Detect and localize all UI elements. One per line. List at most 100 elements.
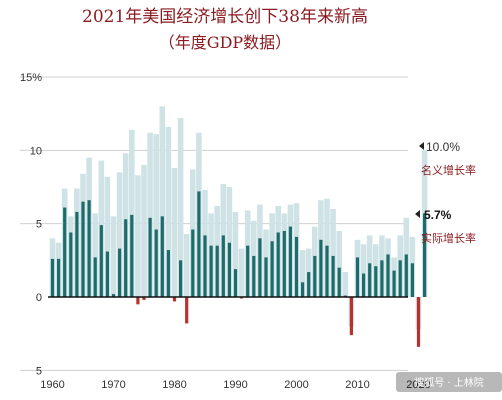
real-bar — [380, 260, 384, 297]
nominal-bar — [299, 250, 306, 297]
real-bar — [331, 255, 335, 297]
real-bar — [50, 258, 55, 297]
real-pointer-icon — [415, 210, 420, 218]
x-tick-label: 1960 — [40, 379, 64, 391]
chart-subtitle: （年度GDP数据） — [159, 33, 291, 52]
real-bar — [423, 213, 427, 297]
nominal-bar — [110, 216, 117, 297]
nominal-bar — [226, 187, 233, 297]
x-tick-label: 1990 — [223, 379, 247, 391]
real-bar — [215, 245, 219, 297]
nominal-bar — [177, 118, 184, 297]
real-bar — [142, 297, 146, 300]
real-bar — [191, 229, 195, 297]
x-tick-label: 2010 — [345, 379, 369, 391]
legend-nominal: 10.0% 名义增长率 — [419, 140, 476, 177]
real-bar — [349, 297, 353, 336]
real-value: 5.7% — [424, 208, 452, 222]
real-growth-series — [50, 191, 427, 347]
real-bar — [87, 200, 91, 297]
real-bar — [233, 269, 238, 297]
real-bar — [301, 282, 305, 297]
x-tick-label: 2000 — [284, 379, 308, 391]
real-bar — [252, 255, 256, 297]
real-bar — [81, 201, 85, 297]
real-bar — [124, 219, 128, 297]
real-bar — [160, 216, 164, 297]
nominal-pointer-icon — [419, 142, 424, 150]
nominal-bar — [141, 165, 147, 297]
real-bar — [270, 241, 274, 297]
nominal-bar — [165, 126, 172, 297]
watermark-background — [396, 372, 502, 392]
real-bar — [148, 217, 152, 297]
nominal-bar — [153, 134, 159, 297]
real-bar — [337, 267, 341, 297]
nominal-label: 名义增长率 — [421, 163, 476, 177]
real-bar — [362, 273, 366, 297]
real-bar — [69, 232, 73, 297]
real-bar — [179, 260, 183, 297]
real-bar — [282, 231, 286, 297]
real-bar — [221, 235, 225, 297]
real-bar — [93, 257, 97, 297]
x-axis-ticks: 1960 1970 1980 1990 2000 2010 2020 — [40, 379, 430, 391]
real-bar — [154, 229, 158, 297]
nominal-bar — [342, 272, 349, 297]
x-tick-label: 1980 — [162, 379, 186, 391]
y-tick-label: 5 — [36, 219, 42, 231]
watermark-text: 搜狐号 · 上林院 — [414, 376, 484, 389]
real-bar — [63, 207, 67, 297]
nominal-bar — [129, 129, 135, 297]
x-tick-label: 2020 — [406, 379, 430, 391]
real-bar — [197, 191, 201, 297]
nominal-value: 10.0% — [426, 140, 460, 154]
real-bar — [227, 242, 231, 297]
real-bar — [246, 245, 250, 297]
real-bar — [99, 225, 103, 297]
nominal-bar — [147, 132, 153, 297]
real-bar — [313, 255, 317, 297]
real-bar — [410, 263, 414, 297]
real-bar — [404, 254, 408, 297]
real-bar — [368, 263, 372, 297]
real-label: 实际增长率 — [421, 231, 476, 245]
real-bar — [172, 297, 177, 302]
real-bar — [386, 254, 390, 297]
real-bar — [105, 251, 109, 297]
x-tick-label: 1970 — [101, 379, 125, 391]
nominal-bar — [336, 231, 342, 297]
real-bar — [294, 236, 299, 297]
watermark: 搜狐号 · 上林院 — [396, 372, 502, 392]
nominal-bar — [238, 248, 245, 297]
y-tick-label: 10 — [30, 145, 42, 157]
real-bar — [325, 245, 329, 297]
nominal-bar — [232, 211, 239, 297]
nominal-bar — [135, 175, 141, 297]
real-bar — [130, 214, 134, 297]
y-tick-label: 5 — [36, 365, 42, 377]
real-bar — [355, 257, 360, 297]
real-bar — [185, 297, 189, 324]
real-bar — [209, 245, 213, 297]
y-axis-ticks: 15% 10 5 0 5 — [20, 72, 42, 377]
real-bar — [307, 272, 311, 297]
nominal-bar — [183, 233, 190, 297]
real-bar — [276, 232, 280, 297]
real-bar — [264, 257, 268, 297]
nominal-bar — [330, 209, 336, 297]
real-bar — [57, 258, 61, 297]
real-bar — [288, 226, 292, 297]
real-bar — [398, 260, 402, 297]
legend-real: 5.7% 实际增长率 — [415, 208, 476, 245]
real-bar — [118, 248, 122, 297]
chart-title: 2021年美国经济增长创下38年来新高 — [82, 7, 368, 27]
real-bar — [111, 294, 116, 297]
real-bar — [416, 297, 421, 347]
real-bar — [374, 266, 378, 297]
nominal-bar — [171, 167, 178, 297]
nominal-bar — [159, 106, 166, 297]
y-tick-label: 0 — [36, 292, 42, 304]
y-tick-label: 15% — [20, 72, 42, 84]
